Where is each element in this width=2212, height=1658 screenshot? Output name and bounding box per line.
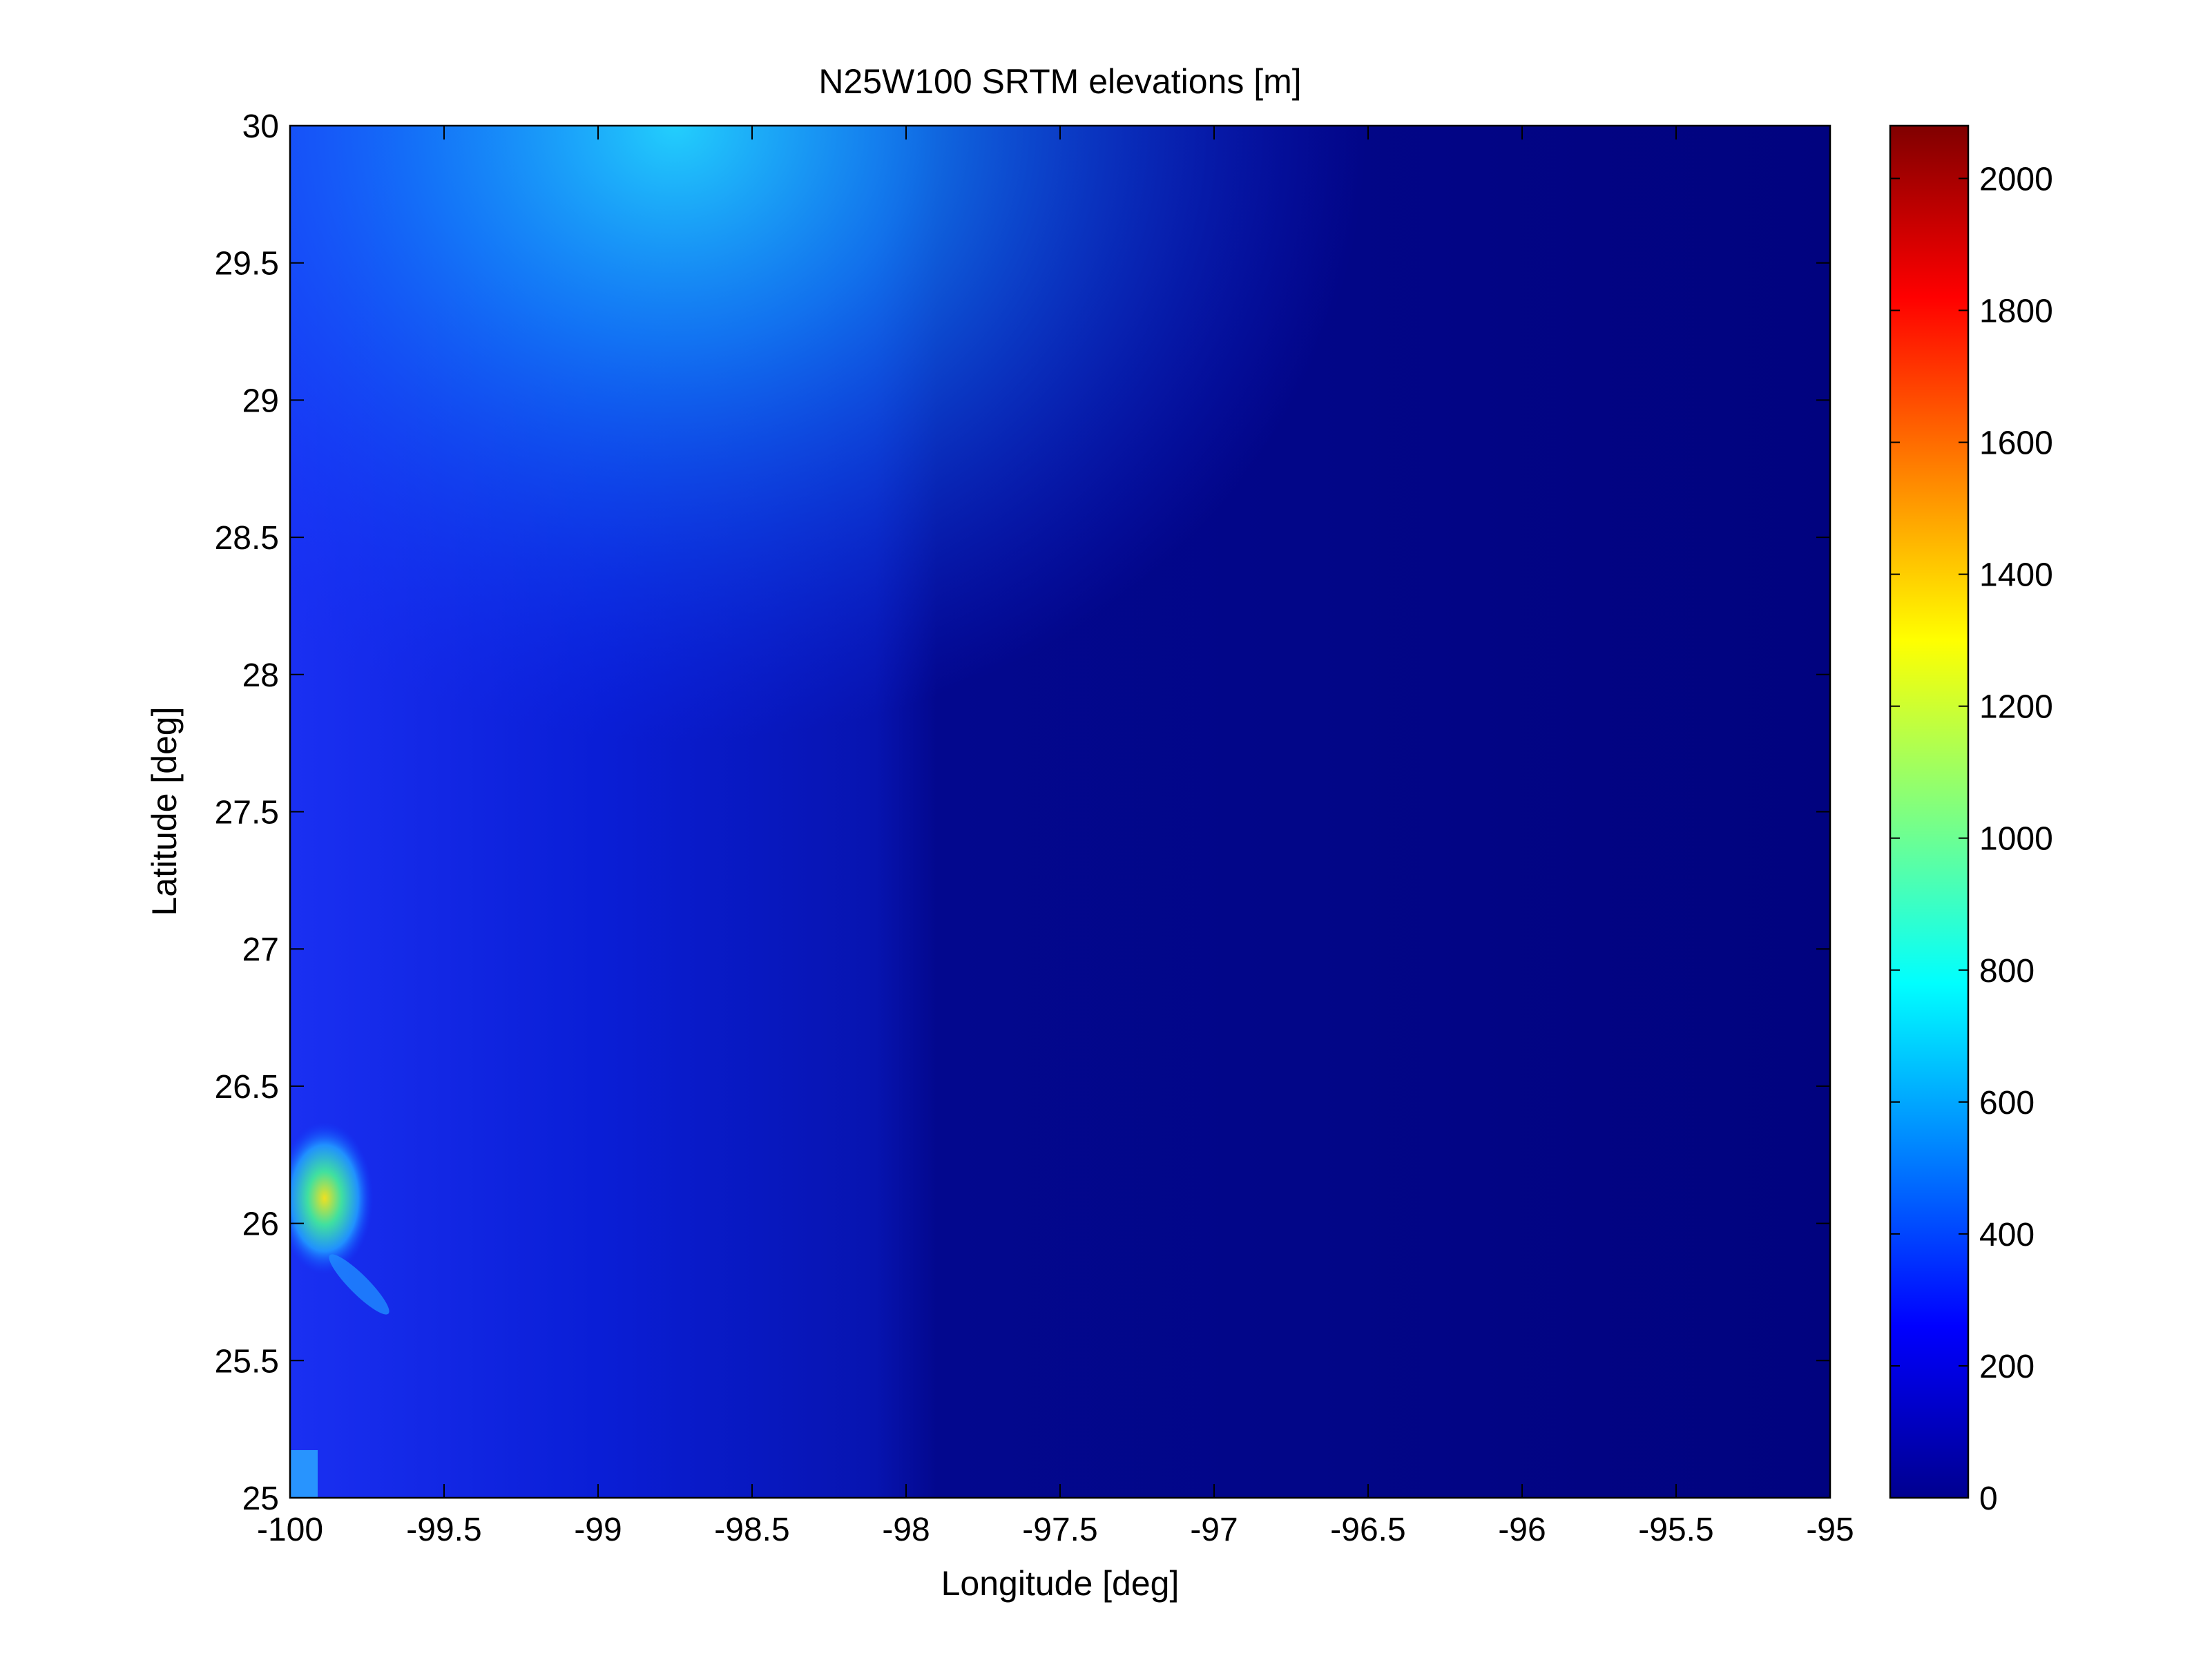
heatmap-northern-highlands [290, 126, 1830, 1498]
heatmap-southwest-ridge [329, 1254, 389, 1315]
colorbar-tick-label: 400 [1979, 1217, 2035, 1253]
y-tick-label: 28.5 [215, 520, 279, 557]
x-tick-label: -95 [1806, 1512, 1854, 1548]
y-axis-ticks: 25 25.5 26 26.5 27 27.5 28 28.5 29 29.5 30 [215, 108, 1830, 1517]
colorbar-tick-label: 2000 [1979, 161, 2053, 197]
colorbar-tick-label: 200 [1979, 1349, 2035, 1385]
heatmap-southwest-corner [290, 1450, 318, 1498]
x-tick-label: -99.5 [406, 1512, 481, 1548]
y-tick-label: 29.5 [215, 246, 279, 282]
x-tick-label: -95.5 [1638, 1512, 1713, 1548]
colorbar-tick-label: 600 [1979, 1085, 2035, 1121]
colorbar-tick-label: 1000 [1979, 821, 2053, 858]
x-tick-label: -98 [882, 1512, 930, 1548]
colorbar-gradient [1890, 126, 1968, 1498]
colorbar-tick-label: 1800 [1979, 293, 2053, 329]
y-axis-label: Latitude [deg] [145, 706, 184, 916]
colorbar-tick-label: 0 [1979, 1481, 1998, 1517]
y-tick-label: 27 [242, 932, 279, 968]
x-tick-label: -100 [257, 1512, 323, 1548]
x-tick-label: -97 [1190, 1512, 1238, 1548]
x-tick-label: -99 [574, 1512, 622, 1548]
x-tick-label: -97.5 [1022, 1512, 1097, 1548]
colorbar-tick-label: 800 [1979, 953, 2035, 990]
y-tick-label: 27.5 [215, 795, 279, 831]
y-tick-label: 25 [242, 1481, 279, 1517]
chart-title: N25W100 SRTM elevations [m] [818, 62, 1301, 101]
y-tick-label: 30 [242, 108, 279, 145]
colorbar-tick-label: 1200 [1979, 689, 2053, 726]
elevation-heatmap [290, 126, 1830, 1498]
x-tick-label: -96 [1498, 1512, 1546, 1548]
colorbar-box [1889, 124, 1970, 1499]
y-tick-label: 28 [242, 657, 279, 694]
x-tick-label: -98.5 [714, 1512, 789, 1548]
y-tick-label: 26.5 [215, 1069, 279, 1106]
x-axis-ticks: -100 -99.5 -99 -98.5 -98 -97.5 -97 -96.5 -96 -95.… [257, 126, 1854, 1548]
heatmap-southwest-range [290, 1122, 373, 1274]
y-tick-label: 25.5 [215, 1343, 279, 1380]
colorbar-tick-label: 1600 [1979, 425, 2053, 462]
y-tick-label: 29 [242, 383, 279, 419]
x-tick-label: -96.5 [1330, 1512, 1405, 1548]
colorbar-ticks: 0 200 400 600 800 1000 1200 1400 1600 1800 2000 [1890, 161, 2053, 1517]
y-tick-label: 26 [242, 1206, 279, 1243]
x-axis-label: Longitude [deg] [941, 1564, 1180, 1603]
colorbar-tick-label: 1400 [1979, 557, 2053, 594]
